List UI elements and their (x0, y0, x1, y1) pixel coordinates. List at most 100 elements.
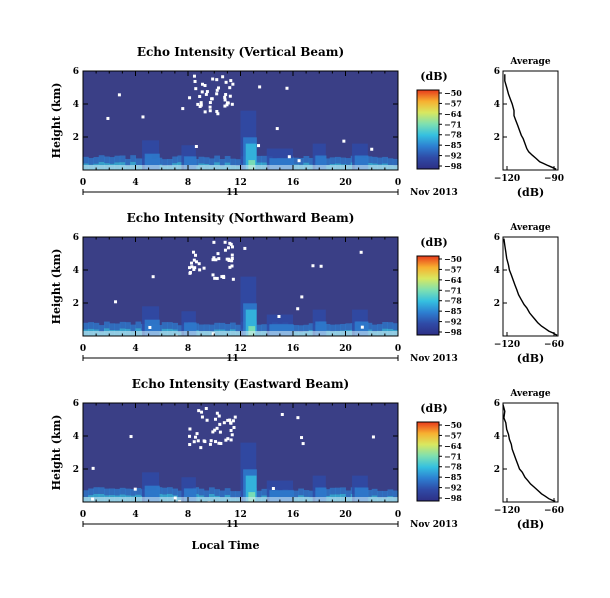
y-tick-label: 4 (73, 100, 79, 110)
missing-cell (359, 250, 363, 254)
missing-cell (219, 441, 223, 445)
missing-cell (226, 101, 230, 105)
echo-cell (93, 157, 100, 164)
echo-cell (130, 155, 136, 162)
echo-cell (219, 158, 226, 166)
echo-cell (382, 322, 388, 329)
echo-cell (387, 322, 394, 329)
echo-column-core (269, 490, 294, 502)
missing-cell (225, 103, 229, 107)
panel-title: Echo Intensity (Vertical Beam) (137, 45, 344, 59)
echo-cell (340, 323, 346, 331)
missing-cell (91, 466, 95, 470)
echo-cell (93, 322, 100, 330)
missing-cell (311, 264, 315, 268)
echo-cell (298, 488, 304, 496)
panel-title: Echo Intensity (Eastward Beam) (132, 377, 349, 391)
echo-cell (114, 323, 121, 331)
missing-cell (230, 264, 234, 268)
echo-cell (172, 322, 178, 330)
echo-cell (324, 489, 331, 496)
missing-cell (211, 332, 215, 336)
y-tick-label: 2 (73, 299, 79, 309)
x-tick-label: 20 (339, 510, 352, 520)
missing-cell (285, 86, 289, 90)
profile-frame (502, 70, 559, 171)
missing-cell (209, 439, 213, 443)
echo-cell (93, 487, 100, 494)
x-tick-label: 0 (80, 510, 86, 520)
echo-cell (125, 158, 131, 166)
echo-cell (298, 158, 304, 165)
echo-cell (366, 156, 373, 163)
echo-cell (308, 490, 315, 498)
x-tick-label: 12 (234, 344, 247, 354)
echo-column-core (245, 143, 257, 170)
colorbar (416, 255, 440, 336)
missing-cell (277, 314, 281, 318)
profile-title: Average (509, 389, 550, 399)
echo-cell (392, 158, 399, 166)
echo-cell (172, 488, 178, 496)
echo-cell (214, 322, 220, 330)
profile-x-label: (dB) (517, 518, 544, 531)
profile-x-tick-label: −60 (544, 340, 564, 350)
profile-x-label: (dB) (517, 186, 544, 199)
missing-cell (226, 437, 230, 441)
echo-cell (230, 322, 236, 330)
echo-cell (203, 324, 210, 331)
missing-cell (342, 139, 346, 143)
x-tick-label: 0 (395, 510, 401, 520)
echo-column-core (245, 475, 257, 502)
missing-cell (218, 422, 222, 426)
echo-cell (293, 325, 299, 332)
echo-cell (125, 488, 131, 496)
echo-cell (371, 324, 378, 332)
missing-cell (221, 75, 225, 79)
colorbar-tick-label: −50 (444, 420, 462, 430)
profile-y-tick-label: 2 (494, 465, 500, 475)
missing-cell (228, 418, 232, 422)
date-label: Nov 2013 (410, 188, 458, 198)
echo-cell (329, 487, 336, 495)
missing-cell (215, 92, 219, 96)
profile-frame (502, 236, 559, 337)
missing-cell (193, 79, 197, 83)
missing-cell (117, 93, 121, 97)
echo-cell (109, 157, 115, 164)
echo-cell (177, 155, 184, 163)
y-axis-label: Height (km) (50, 249, 63, 325)
echo-cell (366, 322, 373, 330)
echo-cell (377, 157, 383, 165)
missing-cell (202, 439, 206, 443)
missing-cell (141, 115, 145, 119)
missing-cell (199, 446, 203, 450)
echo-cell (198, 156, 205, 164)
colorbar-tick-label: −78 (444, 296, 462, 306)
echo-column-core (315, 321, 327, 336)
echo-cell (256, 324, 262, 332)
missing-data (114, 240, 364, 338)
x-tick-label: 4 (132, 510, 138, 520)
date-label: Nov 2013 (410, 520, 458, 530)
panel-1: Echo Intensity (Northward Beam)0 4 8 12 16 20… (50, 211, 564, 365)
profile-frame (502, 402, 559, 503)
missing-cell (371, 435, 375, 439)
x-tick-label: 8 (185, 178, 191, 188)
echo-cell (161, 159, 168, 166)
x-tick-label: 12 (234, 510, 247, 520)
echo-column-core (245, 309, 257, 336)
echo-cell (214, 155, 220, 163)
profile-x-tick-label: −120 (494, 174, 520, 184)
y-tick-label: 4 (73, 266, 79, 276)
missing-cell (190, 265, 194, 269)
missing-cell (214, 258, 218, 262)
missing-cell (224, 80, 228, 84)
missing-cell (200, 410, 204, 414)
missing-cell (232, 426, 236, 430)
missing-cell (222, 274, 226, 278)
echo-cell (335, 487, 341, 495)
profile-y-tick-label: 6 (494, 399, 500, 409)
missing-cell (233, 415, 237, 419)
missing-cell (211, 77, 215, 81)
